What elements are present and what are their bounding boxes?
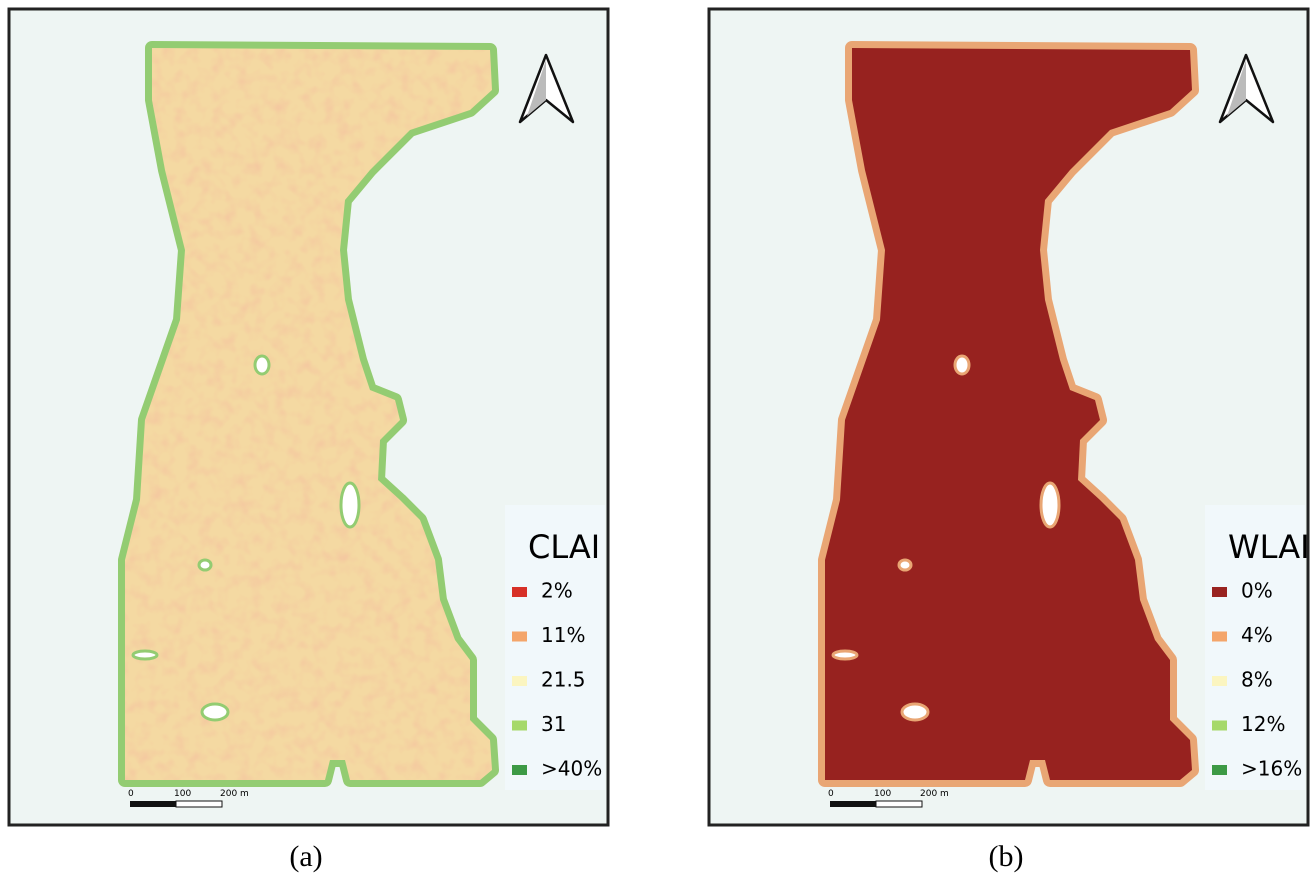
legend-label: 11% [541,623,585,647]
field-gap [202,704,228,720]
field-gap [833,651,857,659]
legend-label: >16% [1241,757,1302,781]
figure: CLAI 2% 11% 21.5 31 >40% 0 100 200 m (a) WLAI 0% 4% 8… [0,0,1316,874]
legend-label: 4% [1241,623,1273,647]
scale-label: 0 [128,789,134,799]
field-gap [1041,483,1059,527]
field-gap [899,560,911,570]
legend-label: 21.5 [541,668,586,692]
map-panel: CLAI 2% 11% 21.5 31 >40% 0 100 200 m (a) [9,9,608,873]
legend-swatch [512,632,527,642]
field-gap [255,356,269,374]
legend-title: WLAI [1228,528,1310,566]
caption: (b) [989,840,1024,873]
scale-label: 200 m [220,789,249,799]
scale-bar-light [876,801,922,807]
scale-label: 100 [174,789,191,799]
legend-label: 2% [541,579,573,603]
scale-label: 100 [874,789,891,799]
field-gap [133,651,157,659]
legend-swatch [1212,632,1227,642]
field-gap [199,560,211,570]
legend-label: >40% [541,757,602,781]
field-gap [955,356,969,374]
legend-swatch [1212,721,1227,731]
scale-label: 0 [828,789,834,799]
legend-swatch [512,765,527,775]
legend-label: 31 [541,712,566,736]
scale-bar-dark [830,801,876,807]
panels: CLAI 2% 11% 21.5 31 >40% 0 100 200 m (a) WLAI 0% 4% 8… [9,9,1310,873]
legend-label: 12% [1241,712,1285,736]
legend-swatch [512,676,527,686]
legend-swatch [1212,676,1227,686]
map-panel: WLAI 0% 4% 8% 12% >16% 0 100 200 m (b) [709,9,1310,873]
caption: (a) [289,840,322,873]
legend-swatch [1212,587,1227,597]
legend-swatch [512,721,527,731]
scale-bar-light [176,801,222,807]
field-gap [341,483,359,527]
legend-swatch [512,587,527,597]
field-gap [902,704,928,720]
scale-bar-dark [130,801,176,807]
scale-label: 200 m [920,789,949,799]
legend-label: 8% [1241,668,1273,692]
legend-title: CLAI [528,528,600,566]
legend-swatch [1212,765,1227,775]
legend-label: 0% [1241,579,1273,603]
